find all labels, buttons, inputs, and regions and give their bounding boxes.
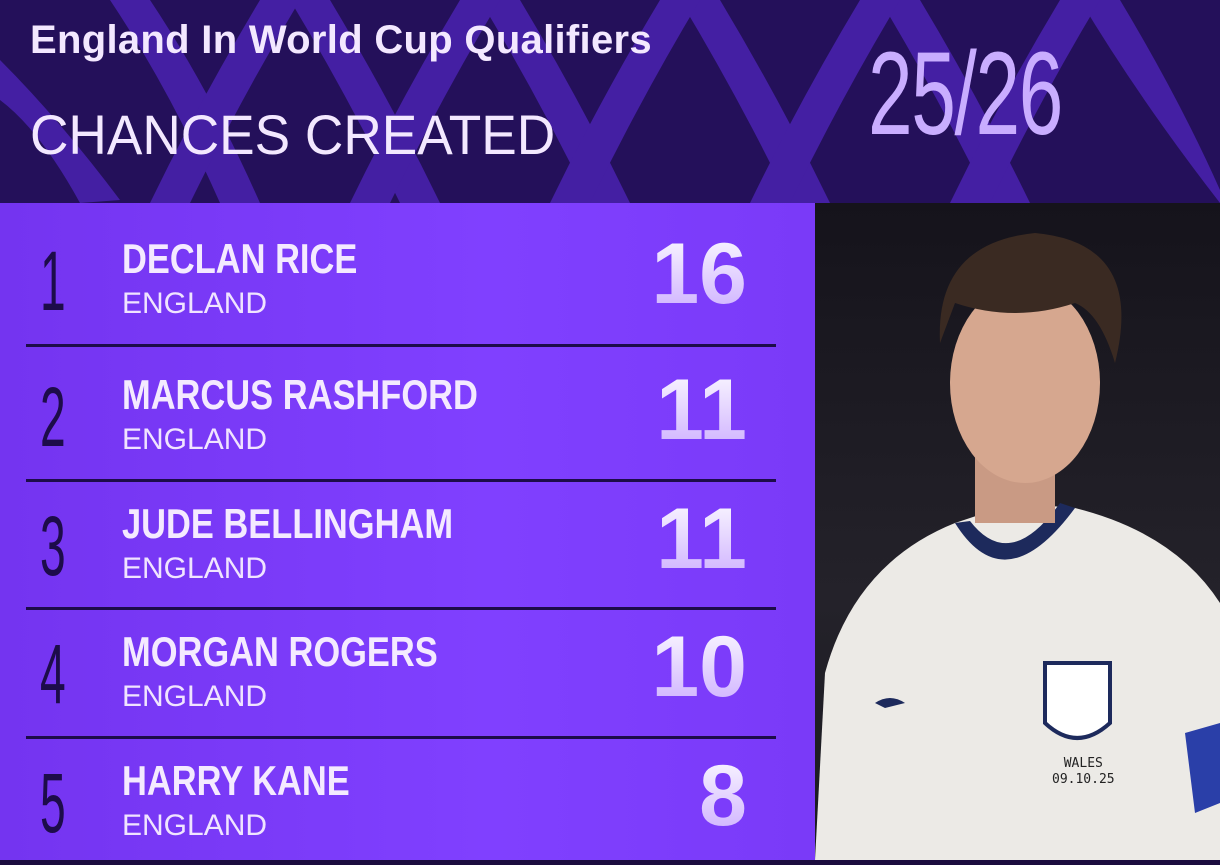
- player-country: ENGLAND: [122, 423, 268, 456]
- rank: 4: [40, 627, 66, 721]
- title: England In World Cup Qualifiers: [30, 18, 652, 62]
- player-name: DECLAN RICE: [122, 235, 358, 282]
- player-name: MARCUS RASHFORD: [122, 371, 478, 418]
- leaderboard-row: 1 DECLAN RICE ENGLAND 16: [0, 203, 815, 345]
- chances-value: 11: [656, 362, 747, 458]
- divider: [26, 736, 776, 739]
- header-pattern: [0, 0, 1220, 203]
- player-country: ENGLAND: [122, 680, 268, 713]
- rank: 5: [40, 756, 66, 850]
- player-name: HARRY KANE: [122, 757, 350, 804]
- chances-value: 16: [651, 226, 747, 322]
- shirt-text: WALES 09.10.25: [1052, 756, 1115, 788]
- player-country: ENGLAND: [122, 287, 268, 320]
- leaderboard-row: 3 JUDE BELLINGHAM ENGLAND 11: [0, 482, 815, 609]
- player-illustration: [815, 233, 1220, 860]
- season-label: 25/26: [868, 28, 1063, 160]
- divider: [26, 607, 776, 610]
- rank: 2: [40, 370, 66, 464]
- subtitle: CHANCES CREATED: [30, 103, 556, 166]
- divider: [26, 344, 776, 347]
- leaderboard: 1 DECLAN RICE ENGLAND 16 2 MARCUS RASHFO…: [0, 203, 815, 860]
- player-photo: WALES 09.10.25: [815, 203, 1220, 860]
- player-name: MORGAN ROGERS: [122, 628, 438, 675]
- rank: 1: [40, 234, 66, 328]
- header: England In World Cup Qualifiers CHANCES …: [0, 0, 1220, 203]
- player-country: ENGLAND: [122, 809, 268, 842]
- player-country: ENGLAND: [122, 552, 268, 585]
- chances-value: 11: [656, 491, 747, 587]
- rank: 3: [40, 499, 66, 593]
- shirt-text-line2: 09.10.25: [1052, 772, 1115, 787]
- leaderboard-row: 2 MARCUS RASHFORD ENGLAND 11: [0, 347, 815, 480]
- shirt-text-line1: WALES: [1063, 756, 1103, 771]
- chances-value: 10: [651, 619, 747, 715]
- leaderboard-row: 4 MORGAN ROGERS ENGLAND 10: [0, 610, 815, 737]
- player-name: JUDE BELLINGHAM: [122, 500, 454, 547]
- chances-value: 8: [699, 748, 747, 844]
- leaderboard-row: 5 HARRY KANE ENGLAND 8: [0, 739, 815, 860]
- divider: [26, 479, 776, 482]
